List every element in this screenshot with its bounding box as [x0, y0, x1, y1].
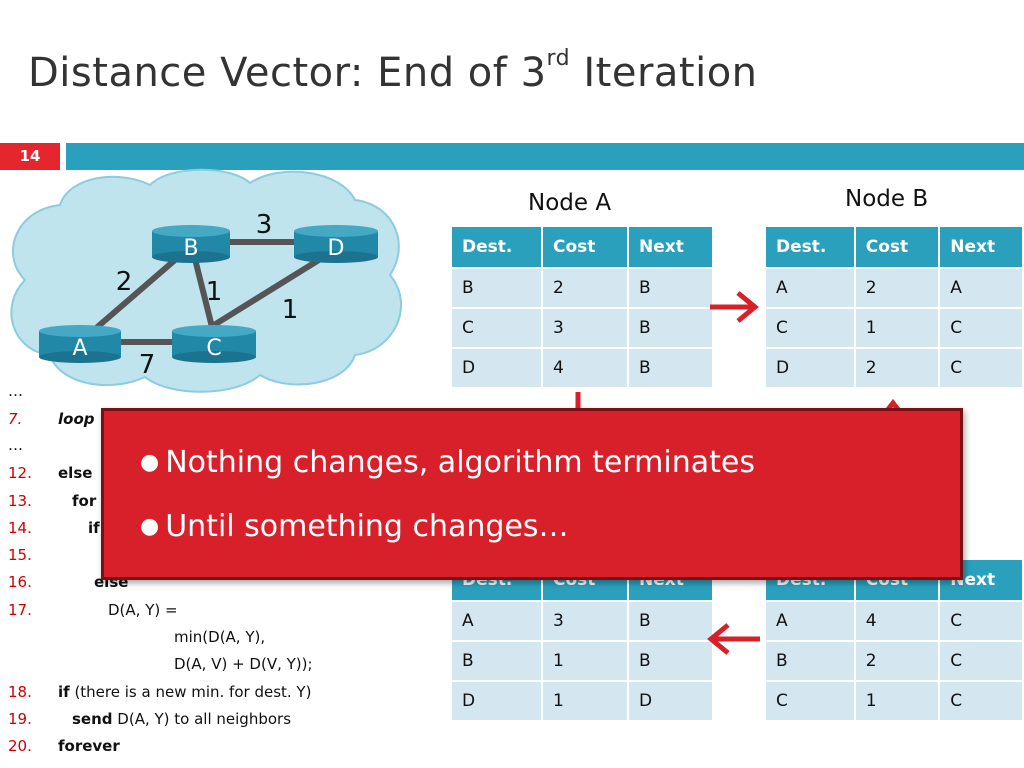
cell: D: [450, 347, 543, 389]
table-node-a: Dest. Cost Next B 2 B C 3 B D 4 B: [450, 225, 714, 389]
table-node-d: Dest. Cost Next A 4 C B 2 C C 1 C: [764, 558, 1024, 722]
table-row: A 3 B: [450, 600, 714, 642]
cell: B: [627, 347, 714, 389]
link-c-d: [212, 247, 337, 328]
table-header-row: Dest. Cost Next: [450, 225, 714, 269]
cost-b-d: 3: [256, 210, 273, 240]
header-cost: Cost: [853, 225, 941, 269]
cell: C: [938, 600, 1024, 642]
code-line-20: 20. forever: [8, 737, 120, 755]
code-line-13: 13. for: [8, 492, 97, 510]
cell: A: [938, 267, 1024, 309]
table-row: D 4 B: [450, 347, 714, 389]
cell: B: [450, 640, 543, 682]
bullet-1: ● Nothing changes, algorithm terminates: [140, 445, 755, 480]
cell: C: [938, 680, 1024, 722]
code-line-17c: D(A, V) + D(V, Y));: [174, 655, 313, 673]
cell: 3: [541, 307, 629, 349]
table-row: B 2 B: [450, 267, 714, 309]
network-diagram: B D A C 2 3 1 1 7: [10, 168, 402, 393]
table-node-b: Dest. Cost Next A 2 A C 1 C D 2 C: [764, 225, 1024, 389]
cell: 3: [541, 600, 629, 642]
table-row: A 2 A: [764, 267, 1024, 309]
cell: 2: [853, 640, 941, 682]
cell: 2: [853, 347, 941, 389]
table-row: C 1 C: [764, 680, 1024, 722]
cell: C: [450, 307, 543, 349]
cell: B: [627, 267, 714, 309]
code-line-17: 17. D(A, Y) =: [8, 601, 178, 619]
cell: A: [450, 600, 543, 642]
code-line-18: 18. if (there is a new min. for dest. Y): [8, 683, 312, 701]
code-line-19: 19. send D(A, Y) to all neighbors: [8, 710, 292, 728]
cell: B: [450, 267, 543, 309]
router-c: [172, 325, 256, 363]
table-row: D 1 D: [450, 680, 714, 722]
cell: C: [938, 347, 1024, 389]
code-line-14: 14. if: [8, 519, 100, 537]
cell: B: [627, 307, 714, 349]
cell: D: [450, 680, 543, 722]
cell: 1: [853, 307, 941, 349]
router-d: [294, 225, 378, 263]
cost-c-d: 1: [282, 295, 299, 325]
router-a-label: A: [72, 336, 87, 361]
node-a-label: Node A: [528, 190, 612, 216]
cell: B: [627, 600, 714, 642]
table-node-c: Dest. Cost Next A 3 B B 1 B D 1 D: [450, 558, 714, 722]
table-row: C 3 B: [450, 307, 714, 349]
cell: 2: [853, 267, 941, 309]
cell: C: [764, 307, 856, 349]
code-line-17b: min(D(A, Y),: [174, 628, 266, 646]
arrow-right-icon: [710, 291, 759, 323]
cell: 1: [853, 680, 941, 722]
header-dest: Dest.: [450, 225, 543, 269]
header-dest: Dest.: [764, 225, 856, 269]
cell: D: [764, 347, 856, 389]
callout-box: ● Nothing changes, algorithm terminates ●…: [101, 408, 963, 580]
router-b-label: B: [183, 236, 198, 261]
table-row: A 4 C: [764, 600, 1024, 642]
header-bar: [66, 143, 1024, 170]
code-line-dots: …: [8, 382, 23, 400]
arrow-left-icon: [707, 623, 760, 655]
cell: B: [764, 640, 856, 682]
router-a: [39, 325, 121, 363]
cell: B: [627, 640, 714, 682]
code-line-dots-2: …: [8, 436, 23, 454]
router-d-label: D: [328, 236, 345, 261]
header-next: Next: [627, 225, 714, 269]
node-b-label: Node B: [845, 186, 929, 212]
header-cost: Cost: [541, 225, 629, 269]
code-line-15: 15.: [8, 546, 32, 564]
cell: 4: [541, 347, 629, 389]
cost-b-c: 1: [206, 277, 223, 307]
cell: D: [627, 680, 714, 722]
cell: 4: [853, 600, 941, 642]
table-row: B 2 C: [764, 640, 1024, 682]
table-row: C 1 C: [764, 307, 1024, 349]
code-line-12: 12. else: [8, 464, 93, 482]
slide-number: 14: [0, 143, 60, 170]
cell: C: [938, 640, 1024, 682]
cost-a-b: 2: [116, 267, 133, 297]
cell: 1: [541, 680, 629, 722]
cell: A: [764, 600, 856, 642]
table-row: D 2 C: [764, 347, 1024, 389]
cell: C: [764, 680, 856, 722]
cost-a-c: 7: [139, 350, 156, 380]
cell: 1: [541, 640, 629, 682]
table-row: B 1 B: [450, 640, 714, 682]
router-b: [152, 225, 230, 263]
router-c-label: C: [206, 336, 221, 361]
bullet-2: ● Until something changes…: [140, 509, 569, 544]
header-next: Next: [938, 225, 1024, 269]
cell: A: [764, 267, 856, 309]
cell: C: [938, 307, 1024, 349]
cell: 2: [541, 267, 629, 309]
slide-title: Distance Vector: End of 3rd Iteration: [28, 46, 758, 96]
code-line-7: 7. loop: [8, 410, 95, 428]
table-header-row: Dest. Cost Next: [764, 225, 1024, 269]
